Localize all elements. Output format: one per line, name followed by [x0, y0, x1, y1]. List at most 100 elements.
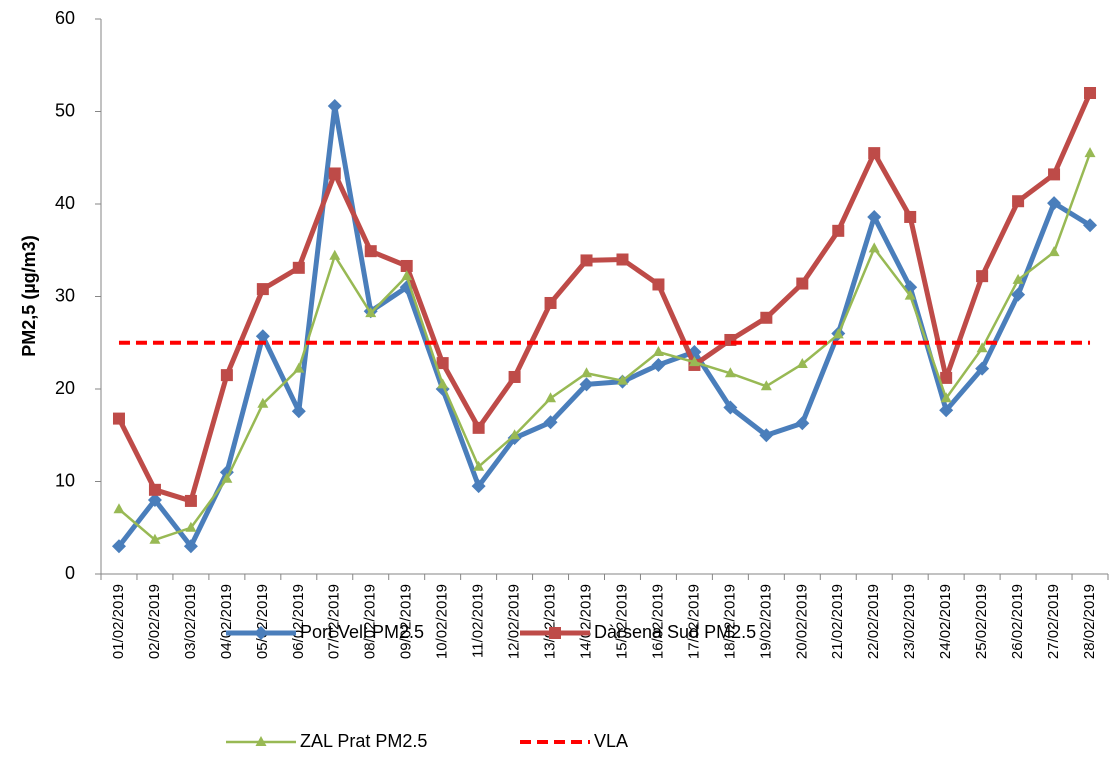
- point-marker: [437, 378, 449, 389]
- point-marker: [796, 277, 809, 290]
- legend-label: ZAL Prat PM2.5: [300, 731, 427, 751]
- point-marker: [544, 296, 557, 309]
- point-marker: [579, 377, 594, 392]
- point-marker: [183, 539, 198, 554]
- x-tick-label: 19/02/2019: [757, 584, 774, 659]
- point-marker: [976, 270, 989, 283]
- point-marker: [652, 278, 665, 291]
- point-marker: [832, 328, 844, 339]
- x-tick-label: 07/02/2019: [326, 584, 343, 659]
- point-marker: [292, 261, 305, 274]
- point-marker: [581, 367, 593, 378]
- legend-marker: [254, 626, 268, 640]
- point-marker: [688, 356, 700, 367]
- x-tick-label: 03/02/2019: [182, 584, 199, 659]
- point-marker: [364, 245, 377, 258]
- x-tick-label: 17/02/2019: [685, 584, 702, 659]
- x-tick-label: 10/02/2019: [434, 584, 451, 659]
- point-marker: [221, 472, 233, 483]
- point-marker: [400, 259, 413, 272]
- point-marker: [149, 533, 161, 544]
- point-marker: [940, 371, 953, 384]
- y-axis-label: PM2,5 (µg/m3): [19, 235, 39, 356]
- point-marker: [148, 483, 161, 496]
- point-marker: [257, 397, 269, 408]
- x-tick-label: 14/02/2019: [577, 584, 594, 659]
- point-marker: [185, 521, 197, 532]
- x-tick-label: 08/02/2019: [362, 584, 379, 659]
- point-marker: [1084, 147, 1096, 158]
- series-line: [117, 103, 1092, 549]
- series-line: [116, 91, 1093, 504]
- point-marker: [868, 147, 881, 160]
- x-tick-label: 16/02/2019: [649, 584, 666, 659]
- x-tick-label: 21/02/2019: [829, 584, 846, 659]
- y-tick-label: 10: [55, 470, 75, 490]
- point-marker: [759, 428, 774, 443]
- point-marker: [111, 539, 126, 554]
- x-tick-label: 22/02/2019: [865, 584, 882, 659]
- point-marker: [760, 380, 772, 391]
- point-marker: [328, 167, 341, 180]
- point-marker: [147, 493, 162, 507]
- point-marker: [1047, 196, 1062, 211]
- point-marker: [975, 361, 990, 376]
- legend-label: Dàrsena Sud PM2.5: [594, 622, 756, 642]
- point-marker: [1084, 87, 1097, 99]
- x-tick-label: 24/02/2019: [937, 584, 954, 659]
- y-tick-label: 50: [55, 100, 75, 120]
- point-marker: [473, 460, 485, 471]
- point-marker: [795, 416, 810, 431]
- x-tick-label: 06/02/2019: [290, 584, 307, 659]
- legend-marker: [549, 627, 561, 639]
- point-marker: [543, 415, 558, 430]
- legend-label: Port Vell PM2.5: [300, 622, 424, 642]
- point-marker: [904, 289, 916, 300]
- x-tick-label: 13/02/2019: [542, 584, 559, 659]
- point-marker: [113, 503, 125, 514]
- point-marker: [796, 358, 808, 369]
- point-marker: [904, 210, 917, 223]
- legend-label: VLA: [594, 731, 628, 751]
- point-marker: [184, 494, 197, 507]
- x-tick-label: 11/02/2019: [470, 584, 487, 658]
- x-tick-label: 27/02/2019: [1045, 584, 1062, 659]
- x-tick-label: 20/02/2019: [793, 584, 810, 659]
- point-marker: [365, 307, 377, 318]
- point-marker: [1083, 218, 1098, 233]
- x-tick-label: 25/02/2019: [973, 584, 990, 659]
- point-marker: [329, 249, 341, 260]
- x-tick-label: 28/02/2019: [1081, 584, 1098, 659]
- x-tick-label: 02/02/2019: [146, 584, 163, 659]
- x-tick-label: 12/02/2019: [506, 584, 523, 659]
- point-marker: [291, 404, 306, 419]
- point-marker: [651, 357, 666, 372]
- point-marker: [112, 412, 125, 425]
- point-marker: [509, 429, 521, 440]
- x-tick-label: 23/02/2019: [901, 584, 918, 659]
- point-marker: [940, 392, 952, 403]
- point-marker: [327, 98, 342, 113]
- y-tick-label: 20: [55, 378, 75, 398]
- point-marker: [580, 254, 593, 267]
- point-marker: [976, 342, 988, 353]
- x-tick-label: 05/02/2019: [254, 584, 271, 659]
- x-tick-label: 01/02/2019: [110, 584, 127, 659]
- point-marker: [1012, 273, 1024, 284]
- point-marker: [545, 392, 557, 403]
- point-marker: [832, 224, 845, 237]
- y-tick-label: 60: [55, 8, 75, 28]
- series-line: [118, 152, 1092, 542]
- x-tick-label: 04/02/2019: [218, 584, 235, 659]
- point-marker: [760, 311, 773, 324]
- point-marker: [1012, 195, 1025, 208]
- point-marker: [724, 367, 736, 378]
- point-marker: [616, 253, 629, 266]
- x-tick-label: 15/02/2019: [613, 584, 630, 659]
- point-marker: [508, 370, 521, 383]
- point-marker: [652, 346, 664, 356]
- point-marker: [1011, 287, 1026, 302]
- y-tick-label: 30: [55, 285, 75, 305]
- point-marker: [616, 374, 628, 385]
